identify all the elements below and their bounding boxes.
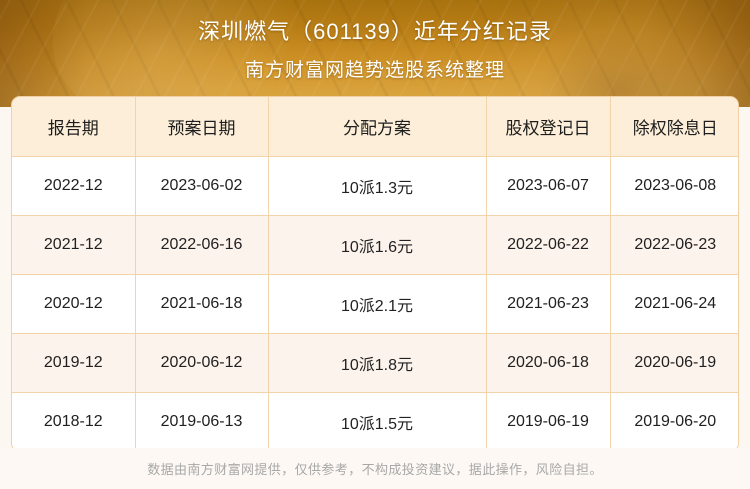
table-header-row: 报告期 预案日期 分配方案 股权登记日 除权除息日 bbox=[12, 97, 738, 157]
cell-distribution-plan: 10派1.5元 bbox=[268, 392, 487, 451]
column-header-plan-date: 预案日期 bbox=[135, 97, 269, 157]
cell-record-date: 2022-06-22 bbox=[486, 215, 611, 275]
cell-plan-date: 2019-06-13 bbox=[135, 392, 269, 451]
page-banner: 深圳燃气（601139）近年分红记录 南方财富网趋势选股系统整理 bbox=[0, 0, 750, 107]
cell-ex-dividend-date: 2022-06-23 bbox=[610, 215, 738, 275]
dividend-table: 报告期 预案日期 分配方案 股权登记日 除权除息日 2022-12 2023-0… bbox=[12, 97, 738, 451]
cell-record-date: 2020-06-18 bbox=[486, 333, 611, 393]
cell-ex-dividend-date: 2020-06-19 bbox=[610, 333, 738, 393]
table-row: 2021-12 2022-06-16 10派1.6元 2022-06-22 20… bbox=[12, 215, 738, 275]
cell-plan-date: 2021-06-18 bbox=[135, 274, 269, 334]
column-header-record-date: 股权登记日 bbox=[486, 97, 611, 157]
cell-distribution-plan: 10派1.6元 bbox=[268, 215, 487, 275]
cell-record-date: 2021-06-23 bbox=[486, 274, 611, 334]
cell-record-date: 2023-06-07 bbox=[486, 156, 611, 216]
disclaimer-text: 数据由南方财富网提供，仅供参考，不构成投资建议，据此操作，风险自担。 bbox=[147, 462, 603, 477]
page-title: 深圳燃气（601139）近年分红记录 bbox=[198, 19, 552, 44]
column-header-distribution-plan: 分配方案 bbox=[268, 97, 487, 157]
cell-distribution-plan: 10派1.3元 bbox=[268, 156, 487, 216]
cell-report-period: 2021-12 bbox=[12, 215, 136, 275]
cell-plan-date: 2020-06-12 bbox=[135, 333, 269, 393]
cell-record-date: 2019-06-19 bbox=[486, 392, 611, 451]
cell-plan-date: 2023-06-02 bbox=[135, 156, 269, 216]
table-row: 2018-12 2019-06-13 10派1.5元 2019-06-19 20… bbox=[12, 392, 738, 451]
footer: 数据由南方财富网提供，仅供参考，不构成投资建议，据此操作，风险自担。 bbox=[0, 448, 750, 489]
table-body: 2022-12 2023-06-02 10派1.3元 2023-06-07 20… bbox=[12, 156, 738, 451]
dividend-table-container: 报告期 预案日期 分配方案 股权登记日 除权除息日 2022-12 2023-0… bbox=[11, 96, 739, 452]
cell-ex-dividend-date: 2019-06-20 bbox=[610, 392, 738, 451]
cell-ex-dividend-date: 2021-06-24 bbox=[610, 274, 738, 334]
cell-plan-date: 2022-06-16 bbox=[135, 215, 269, 275]
cell-distribution-plan: 10派1.8元 bbox=[268, 333, 487, 393]
table-row: 2022-12 2023-06-02 10派1.3元 2023-06-07 20… bbox=[12, 156, 738, 216]
cell-distribution-plan: 10派2.1元 bbox=[268, 274, 487, 334]
column-header-report-period: 报告期 bbox=[12, 97, 136, 157]
cell-report-period: 2018-12 bbox=[12, 392, 136, 451]
cell-report-period: 2022-12 bbox=[12, 156, 136, 216]
table-header: 报告期 预案日期 分配方案 股权登记日 除权除息日 bbox=[12, 97, 738, 157]
cell-ex-dividend-date: 2023-06-08 bbox=[610, 156, 738, 216]
column-header-ex-dividend-date: 除权除息日 bbox=[610, 97, 738, 157]
cell-report-period: 2019-12 bbox=[12, 333, 136, 393]
cell-report-period: 2020-12 bbox=[12, 274, 136, 334]
page-subtitle: 南方财富网趋势选股系统整理 bbox=[244, 60, 505, 81]
table-row: 2020-12 2021-06-18 10派2.1元 2021-06-23 20… bbox=[12, 274, 738, 334]
table-row: 2019-12 2020-06-12 10派1.8元 2020-06-18 20… bbox=[12, 333, 738, 393]
